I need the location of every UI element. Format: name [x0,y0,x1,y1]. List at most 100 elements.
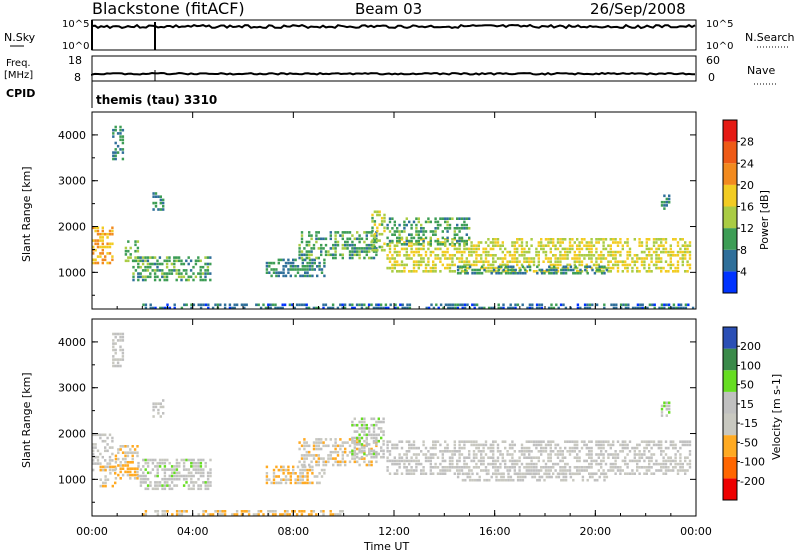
echo-cell [660,270,663,273]
echo-cell [516,238,519,241]
echo-cell [464,268,467,272]
echo-cell [602,453,605,456]
echo-cell [292,261,295,265]
echo-cell [595,472,598,475]
echo-cell [259,510,263,513]
echo-cell [175,513,179,516]
echo-cell [310,253,313,257]
echo-cell [280,478,283,481]
echo-cell [356,237,359,241]
echo-cell [370,460,373,464]
y-tick-label: 1000 [58,266,86,279]
echo-cell [568,469,572,472]
echo-cell [471,478,474,482]
echo-cell [609,266,612,270]
echo-cell [676,450,680,453]
echo-cell [274,510,277,513]
echo-cell [296,475,300,478]
echo-cell [425,306,428,310]
echo-cell [121,451,125,454]
echo-cell [511,306,515,310]
echo-cell [447,303,450,307]
echo-cell [645,241,648,244]
echo-cell [358,237,361,241]
echo-cell [648,303,652,307]
echo-cell [396,306,400,310]
echo-cell [299,268,302,271]
echo-cell [483,268,486,272]
echo-cell [336,454,340,457]
echo-cell [504,257,507,260]
echo-cell [161,510,164,513]
echo-cell [92,446,95,449]
echo-cell [298,510,301,513]
echo-cell [422,257,425,260]
echo-cell [177,259,181,263]
echo-cell [365,237,368,241]
echo-cell [612,254,615,257]
echo-cell [303,510,306,513]
echo-cell [482,247,485,251]
echo-cell [500,475,503,479]
echo-cell [116,364,120,368]
echo-cell [494,238,497,241]
echo-cell [437,306,440,310]
echo-cell [360,446,364,449]
echo-cell [126,467,130,470]
echo-cell [595,238,598,241]
echo-cell [614,450,617,453]
echo-cell [376,210,379,214]
echo-cell [106,242,109,246]
echo-cell [538,268,541,272]
echo-cell [544,238,548,241]
echo-cell [441,456,444,459]
echo-cell [609,244,612,247]
beam-label: Beam 03 [355,0,422,18]
echo-cell [466,271,469,275]
echo-cell [554,453,557,456]
echo-cell [329,234,332,237]
echo-cell [299,472,302,475]
echo-cell [652,462,656,466]
echo-cell [403,220,406,224]
echo-cell [667,263,670,267]
echo-cell [556,263,560,267]
echo-cell [523,456,526,459]
echo-cell [451,257,454,260]
echo-cell [674,270,677,273]
echo-cell [284,481,288,485]
echo-cell [363,433,366,437]
echo-cell [554,244,557,247]
echo-cell [121,457,125,461]
echo-cell [657,266,660,270]
echo-cell [686,260,689,263]
echo-cell [576,453,579,456]
echo-cell [301,258,304,262]
echo-cell [137,275,140,279]
echo-cell [112,154,115,158]
echo-cell [439,303,443,307]
echo-cell [265,271,269,274]
echo-cell [650,446,653,450]
echo-cell [544,466,548,469]
echo-cell [386,443,389,447]
echo-cell [523,250,526,254]
echo-cell [380,427,383,430]
echo-cell [202,481,205,484]
x-tick-label: 12:00 [378,525,410,538]
echo-cell [458,247,461,251]
echo-cell [111,258,114,262]
echo-cell [590,466,593,469]
echo-cell [199,306,203,310]
echo-cell [496,459,500,463]
echo-cell [308,231,311,234]
echo-cell [638,257,641,260]
echo-cell [157,408,160,412]
echo-cell [638,453,641,456]
echo-cell [585,469,588,472]
echo-cell [549,446,552,450]
echo-cell [279,306,282,310]
echo-cell [458,238,461,241]
echo-cell [520,446,524,450]
echo-cell [173,471,176,475]
